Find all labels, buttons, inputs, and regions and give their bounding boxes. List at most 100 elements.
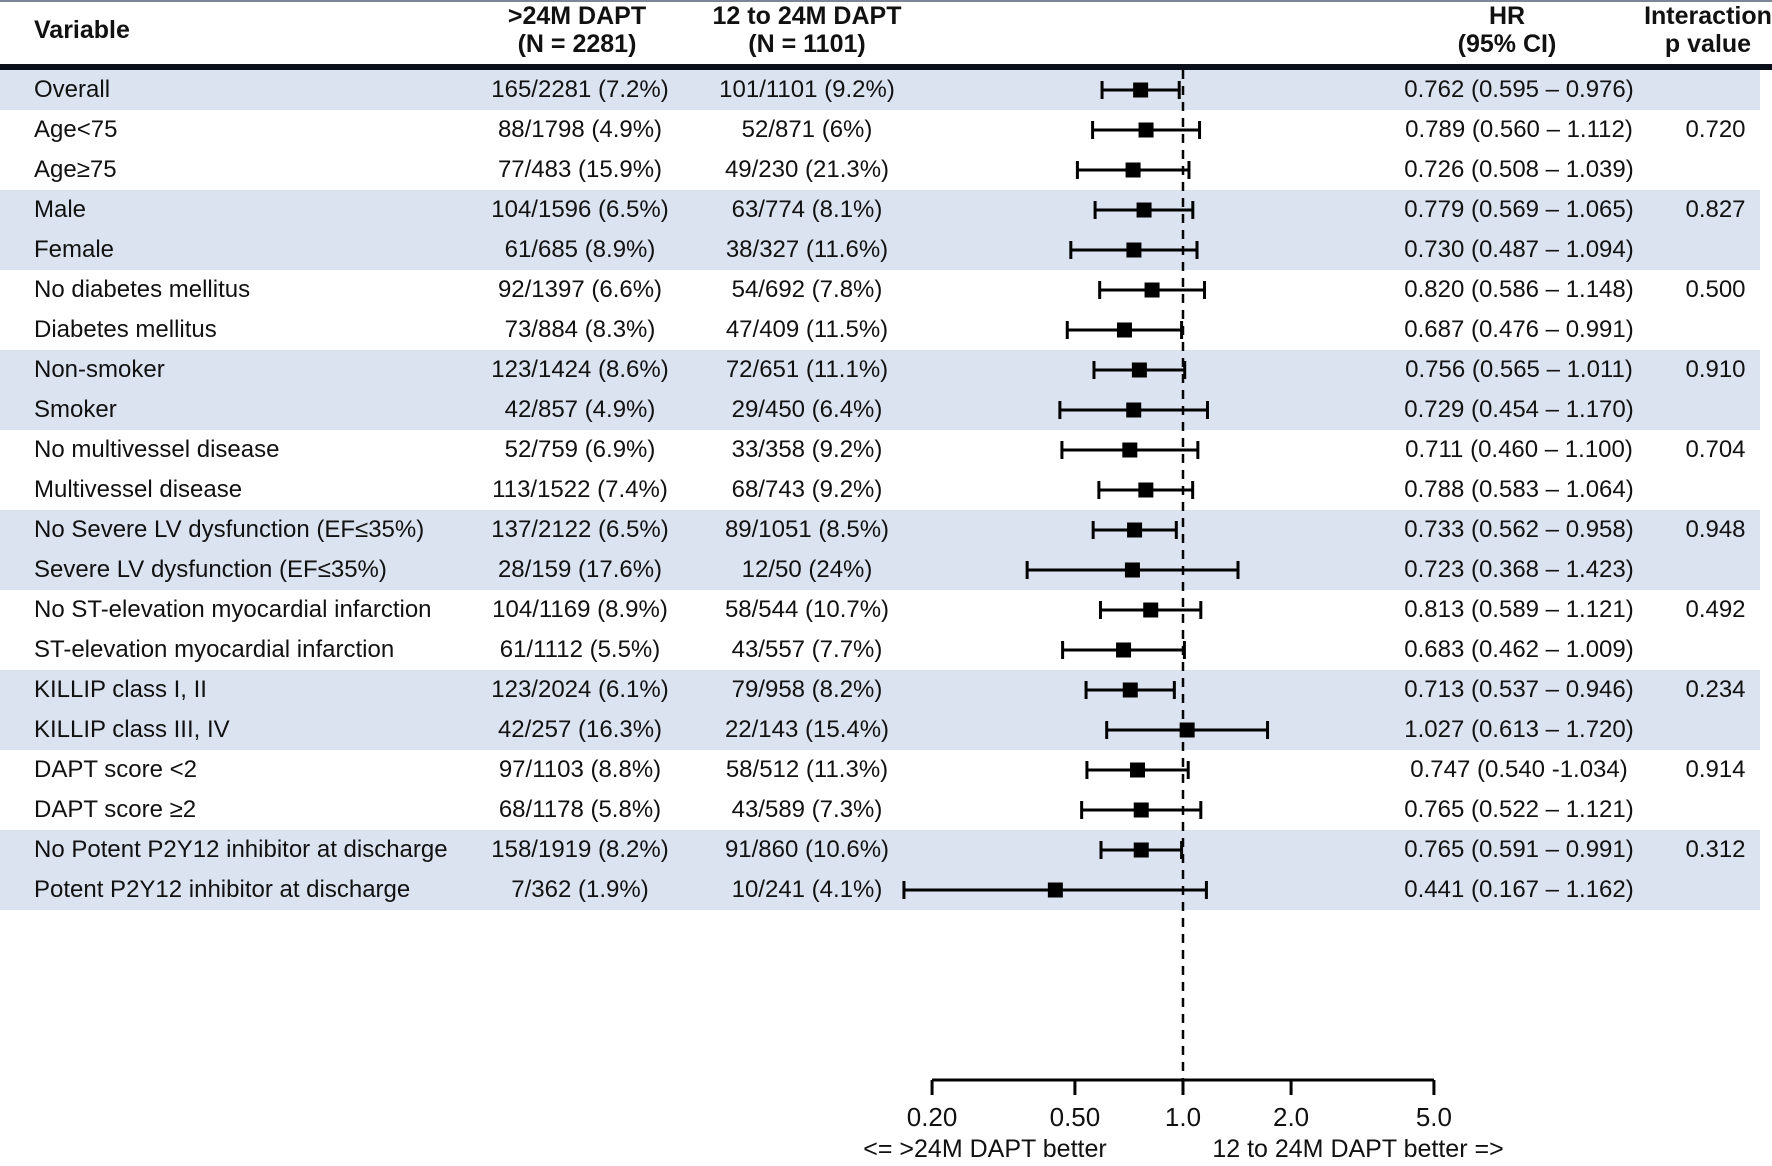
hr-point-marker xyxy=(1144,282,1160,298)
interaction-p-value: 0.704 xyxy=(1685,436,1746,463)
group1-events: 104/1596 (6.5%) xyxy=(491,196,669,223)
group1-events: 88/1798 (4.9%) xyxy=(497,116,663,143)
hr-point-marker xyxy=(1130,762,1146,778)
group2-events: 54/692 (7.8%) xyxy=(731,276,883,303)
hr-point-marker xyxy=(1125,162,1141,178)
column-header-interaction-line2: p value xyxy=(1664,30,1752,58)
interaction-p-value: 0.827 xyxy=(1685,196,1746,223)
hr-ci-value: 0.729 (0.454 – 1.170) xyxy=(1404,396,1634,423)
column-header-group2: 12 to 24M DAPT (N = 1101) xyxy=(690,2,924,58)
table-row: Overall 165/2281 (7.2%) 101/1101 (9.2%) 0.7… xyxy=(0,70,1760,110)
table-row: No ST-elevation myocardial infarction 104… xyxy=(0,590,1760,630)
variable-label: No Potent P2Y12 inhibitor at discharge xyxy=(34,836,448,863)
hr-point-marker xyxy=(1143,602,1159,618)
column-header-hr-line2: (95% CI) xyxy=(1457,30,1557,58)
variable-label: DAPT score ≥2 xyxy=(34,796,197,823)
hr-point-marker xyxy=(1126,402,1142,418)
column-header-hr: HR (95% CI) xyxy=(1382,2,1632,58)
hr-ci-value: 0.765 (0.591 – 0.991) xyxy=(1404,836,1634,863)
group2-events: 79/958 (8.2%) xyxy=(731,676,883,703)
variable-label: Overall xyxy=(34,76,111,103)
group1-events: 42/857 (4.9%) xyxy=(504,396,656,423)
x-axis-tick-label: 2.0 xyxy=(1273,1102,1309,1132)
group1-events: 137/2122 (6.5%) xyxy=(491,516,669,543)
hr-point-marker xyxy=(1047,882,1063,898)
group2-events: 33/358 (9.2%) xyxy=(731,436,883,463)
variable-label: DAPT score <2 xyxy=(34,756,197,783)
group2-events: 58/512 (11.3%) xyxy=(725,756,889,783)
variable-label: Female xyxy=(34,236,115,263)
group2-events: 10/241 (4.1%) xyxy=(731,876,883,903)
hr-ci-value: 0.779 (0.569 – 1.065) xyxy=(1404,196,1634,223)
interaction-p-value: 0.720 xyxy=(1685,116,1746,143)
column-header-interaction-p: Interaction p value xyxy=(1608,2,1772,58)
axis-direction-label-left: <= >24M DAPT better xyxy=(863,1135,1106,1163)
group2-events: 43/557 (7.7%) xyxy=(731,636,883,663)
variable-label: No multivessel disease xyxy=(34,436,280,463)
hr-point-marker xyxy=(1133,802,1149,818)
group2-events: 49/230 (21.3%) xyxy=(724,156,890,183)
hr-point-marker xyxy=(1124,562,1140,578)
column-header-group2-name: 12 to 24M DAPT xyxy=(712,2,902,30)
x-axis-tick-label: 1.0 xyxy=(1165,1102,1201,1132)
variable-label: KILLIP class I, II xyxy=(34,676,207,703)
group2-events: 47/409 (11.5%) xyxy=(725,316,889,343)
x-axis-tick-label: 5.0 xyxy=(1416,1102,1452,1132)
hr-point-marker xyxy=(1138,482,1154,498)
table-row: No diabetes mellitus 92/1397 (6.6%) 54/692… xyxy=(0,270,1760,310)
group1-events: 97/1103 (8.8%) xyxy=(498,756,662,783)
column-header-group1: >24M DAPT (N = 2281) xyxy=(417,2,737,58)
group1-events: 61/1112 (5.5%) xyxy=(499,636,661,663)
interaction-p-value: 0.492 xyxy=(1685,596,1746,623)
group2-events: 38/327 (11.6%) xyxy=(725,236,889,263)
group2-events: 91/860 (10.6%) xyxy=(724,836,890,863)
group2-events: 29/450 (6.4%) xyxy=(731,396,883,423)
table-row: ST-elevation myocardial infarction 61/111… xyxy=(0,630,1760,670)
hr-ci-value: 0.687 (0.476 – 0.991) xyxy=(1404,316,1634,343)
interaction-p-value: 0.910 xyxy=(1685,356,1746,383)
table-row: Age≥75 77/483 (15.9%) 49/230 (21.3%) 0.726 … xyxy=(0,150,1760,190)
table-row: KILLIP class III, IV 42/257 (16.3%) 22/143… xyxy=(0,710,1760,750)
hr-ci-value: 0.756 (0.565 – 1.011) xyxy=(1405,356,1633,383)
group2-events: 101/1101 (9.2%) xyxy=(719,76,895,103)
table-row: KILLIP class I, II 123/2024 (6.1%) 79/958 … xyxy=(0,670,1760,710)
hr-point-marker xyxy=(1179,722,1195,738)
variable-label: Non-smoker xyxy=(34,356,165,383)
column-header-variable: Variable xyxy=(34,16,130,44)
x-axis-tick-label: 0.50 xyxy=(1050,1102,1101,1132)
group2-events: 72/651 (11.1%) xyxy=(725,356,889,383)
variable-label: Smoker xyxy=(34,396,117,423)
interaction-p-value: 0.914 xyxy=(1685,756,1746,783)
table-row: Smoker 42/857 (4.9%) 29/450 (6.4%) 0.729 (0… xyxy=(0,390,1760,430)
column-header-group2-n: (N = 1101) xyxy=(748,30,866,58)
hr-ci-value: 0.730 (0.487 – 1.094) xyxy=(1404,236,1634,263)
hr-point-marker xyxy=(1136,202,1152,218)
hr-ci-value: 0.762 (0.595 – 0.976) xyxy=(1404,76,1634,103)
table-row: Diabetes mellitus 73/884 (8.3%) 47/409 (11… xyxy=(0,310,1760,350)
table-row: No multivessel disease 52/759 (6.9%) 33/35… xyxy=(0,430,1760,470)
variable-label: Male xyxy=(34,196,87,223)
hr-ci-value: 0.683 (0.462 – 1.009) xyxy=(1404,636,1634,663)
table-row: No Severe LV dysfunction (EF≤35%) 137/212… xyxy=(0,510,1760,550)
variable-label: Potent P2Y12 inhibitor at discharge xyxy=(34,876,411,903)
table-row: Severe LV dysfunction (EF≤35%) 28/159 (17… xyxy=(0,550,1760,590)
header-divider-rule xyxy=(0,64,1772,70)
hr-ci-value: 0.723 (0.368 – 1.423) xyxy=(1404,556,1634,583)
group1-events: 73/884 (8.3%) xyxy=(504,316,656,343)
group1-events: 158/1919 (8.2%) xyxy=(491,836,669,863)
group2-events: 63/774 (8.1%) xyxy=(731,196,883,223)
group1-events: 68/1178 (5.8%) xyxy=(498,796,662,823)
variable-label: No ST-elevation myocardial infarction xyxy=(34,596,432,623)
variable-label: Multivessel disease xyxy=(34,476,243,503)
group1-events: 104/1169 (8.9%) xyxy=(492,596,668,623)
variable-label: ST-elevation myocardial infarction xyxy=(34,636,395,663)
interaction-p-value: 0.500 xyxy=(1685,276,1746,303)
variable-label: Age≥75 xyxy=(34,156,117,183)
group1-events: 7/362 (1.9%) xyxy=(511,876,649,903)
group2-events: 22/143 (15.4%) xyxy=(724,716,890,743)
variable-label: No diabetes mellitus xyxy=(34,276,251,303)
hr-ci-value: 0.788 (0.583 – 1.064) xyxy=(1404,476,1634,503)
axis-direction-label-right: 12 to 24M DAPT better => xyxy=(1212,1135,1503,1163)
